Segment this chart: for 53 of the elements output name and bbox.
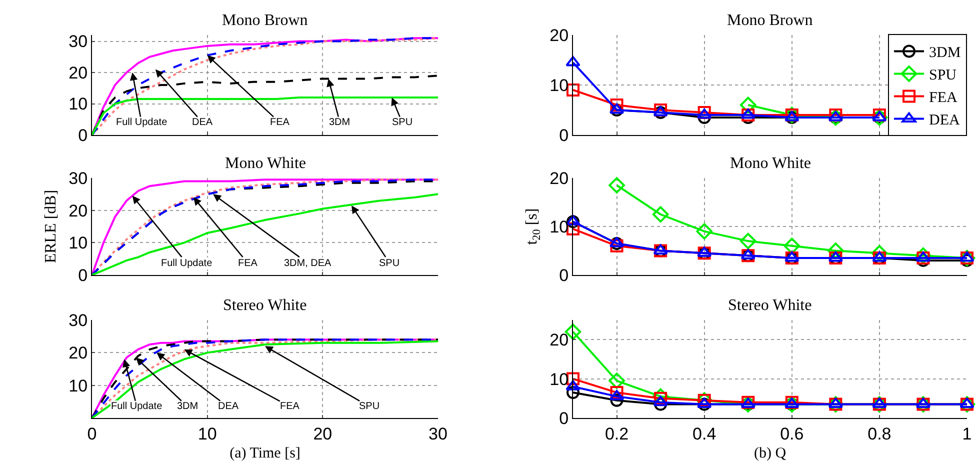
y-tick-label: 20 bbox=[550, 168, 569, 188]
annotation: FEA bbox=[238, 258, 258, 269]
x-tick-label: 0.4 bbox=[692, 424, 716, 444]
legend-label: DEA bbox=[929, 112, 960, 129]
x-tick-label: 1 bbox=[962, 424, 972, 444]
y-tick-label: 30 bbox=[68, 32, 88, 52]
y-tick-label: 10 bbox=[68, 94, 88, 114]
annotation: DEA bbox=[192, 117, 213, 128]
x-tick-label: 0.6 bbox=[780, 424, 804, 444]
y-tick-label: 10 bbox=[68, 234, 88, 253]
x-tick-label: 20 bbox=[313, 424, 332, 444]
annotation: FEA bbox=[270, 117, 290, 128]
y-tick-label: 20 bbox=[550, 330, 569, 350]
x-tick-label: 0.2 bbox=[604, 424, 629, 444]
x-tick-label: 30 bbox=[428, 424, 448, 444]
chart-title: Stereo White bbox=[728, 297, 812, 314]
y-tick-label: 20 bbox=[68, 344, 88, 363]
x-axis-title: (a) Time [s] bbox=[230, 445, 300, 462]
y-tick-label: 0 bbox=[559, 266, 569, 285]
legend-label: 3DM bbox=[929, 45, 961, 62]
annotation: Full Update bbox=[161, 258, 213, 269]
legend-label: FEA bbox=[929, 90, 958, 106]
x-axis-title: (b) Q bbox=[754, 445, 786, 462]
y-tick-label: 0 bbox=[559, 126, 569, 145]
y-tick-label: 0 bbox=[559, 408, 569, 428]
annotation: SPU bbox=[379, 258, 400, 269]
annotation: 3DM bbox=[329, 117, 350, 128]
chart-title: Mono Brown bbox=[222, 12, 308, 29]
y-tick-label: 0 bbox=[78, 126, 88, 145]
y-tick-label: 10 bbox=[550, 76, 569, 95]
x-tick-label: 0.8 bbox=[868, 424, 892, 444]
y-tick-label: 20 bbox=[68, 63, 88, 82]
y-axis-title: ERLE [dB] bbox=[42, 190, 60, 264]
chart-title: Mono White bbox=[225, 155, 306, 172]
y-tick-label: 30 bbox=[68, 168, 88, 188]
annotation: Full Update bbox=[111, 401, 163, 412]
y-tick-label: 0 bbox=[78, 266, 88, 285]
y-tick-label: 30 bbox=[68, 310, 88, 330]
x-tick-label: 10 bbox=[198, 424, 217, 444]
annotation: 3DM bbox=[177, 401, 198, 412]
y-tick-label: 20 bbox=[68, 201, 88, 220]
legend-label: SPU bbox=[929, 68, 957, 84]
annotation: DEA bbox=[218, 401, 239, 412]
y-tick-label: 20 bbox=[550, 26, 569, 45]
annotation: SPU bbox=[359, 401, 380, 412]
chart-title: Mono White bbox=[730, 155, 812, 172]
annotation: FEA bbox=[280, 401, 300, 412]
annotation: SPU bbox=[392, 117, 413, 128]
annotation: 3DM, DEA bbox=[284, 258, 332, 269]
y-tick-label: 10 bbox=[68, 376, 88, 396]
chart-title: Stereo White bbox=[223, 297, 307, 314]
annotation: Full Update bbox=[116, 117, 168, 128]
chart-title: Mono Brown bbox=[727, 12, 813, 29]
